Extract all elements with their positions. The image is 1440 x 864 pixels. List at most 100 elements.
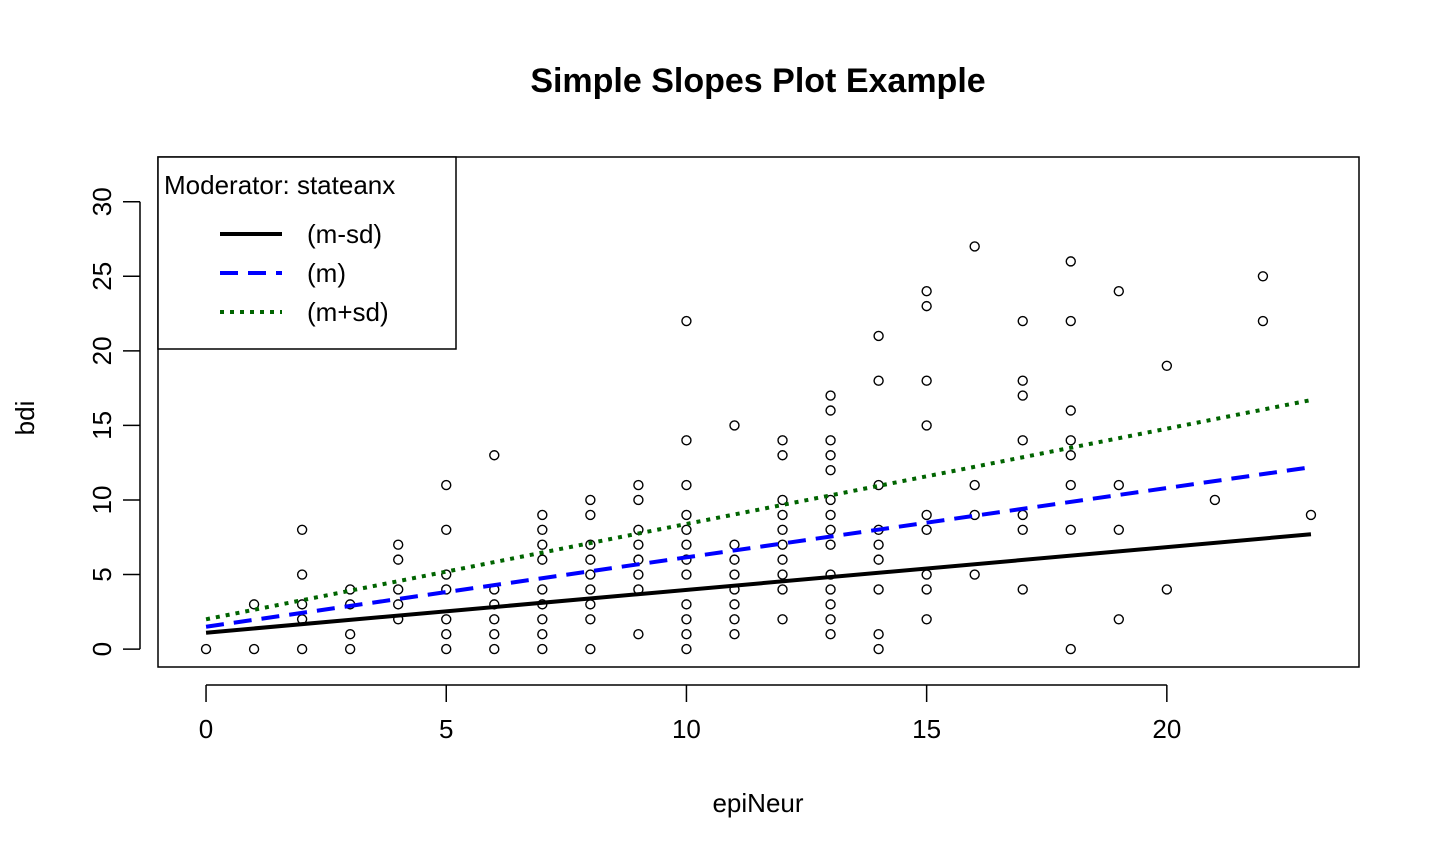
data-point — [537, 554, 548, 565]
data-point — [921, 375, 932, 386]
data-point — [969, 569, 980, 580]
data-point — [825, 539, 836, 550]
data-point — [825, 599, 836, 610]
data-point — [585, 614, 596, 625]
data-point — [1065, 643, 1076, 655]
data-point — [777, 554, 788, 565]
data-point — [825, 494, 836, 506]
data-point — [633, 539, 644, 550]
data-point — [729, 554, 740, 565]
data-point — [200, 643, 212, 655]
y-tick-label: 25 — [87, 262, 117, 291]
data-point — [825, 390, 836, 401]
data-point — [537, 584, 548, 595]
data-point — [585, 494, 596, 506]
data-point — [777, 435, 788, 446]
y-axis-label: bdi — [10, 401, 40, 436]
data-point — [585, 554, 596, 565]
data-point — [681, 628, 692, 640]
data-point — [1113, 479, 1125, 491]
data-point — [681, 643, 692, 655]
y-tick-label: 20 — [87, 336, 117, 365]
data-point — [489, 643, 500, 655]
data-point — [921, 420, 932, 431]
data-point — [441, 569, 452, 580]
data-point — [1065, 450, 1076, 461]
data-point — [921, 509, 932, 521]
data-point — [777, 539, 788, 550]
data-point — [296, 569, 308, 580]
data-point — [441, 628, 452, 640]
data-point — [393, 554, 404, 565]
data-point — [681, 315, 692, 327]
data-point — [1065, 405, 1076, 416]
data-point — [681, 614, 692, 625]
data-point — [729, 569, 740, 580]
data-point — [1305, 509, 1317, 521]
data-point — [921, 524, 932, 536]
y-tick-label: 5 — [87, 567, 117, 581]
data-point — [344, 643, 356, 655]
data-point — [681, 599, 692, 610]
data-point — [1257, 315, 1269, 327]
data-point — [296, 599, 308, 610]
data-point — [777, 584, 788, 595]
data-point — [1017, 524, 1028, 536]
data-point — [441, 643, 452, 655]
data-point — [1065, 256, 1076, 267]
legend-entries: (m-sd) (m) (m+sd) — [220, 219, 389, 327]
data-point — [873, 584, 884, 595]
data-point — [585, 539, 596, 550]
chart-title: Simple Slopes Plot Example — [530, 62, 985, 100]
data-point — [969, 479, 980, 491]
y-axis: 0 5 10 15 20 25 30 — [87, 187, 141, 656]
data-point — [441, 524, 452, 536]
data-point — [921, 584, 932, 595]
data-point — [1161, 360, 1173, 371]
data-point — [729, 420, 740, 431]
data-point — [1017, 435, 1028, 446]
data-point — [489, 450, 500, 461]
data-point — [969, 241, 980, 252]
data-point — [729, 628, 740, 640]
data-point — [296, 643, 308, 655]
data-point — [825, 405, 836, 416]
data-point — [1113, 614, 1125, 625]
slope-line — [205, 398, 1312, 622]
data-point — [825, 435, 836, 446]
data-point — [489, 614, 500, 625]
data-point — [681, 479, 692, 491]
data-point — [1065, 435, 1076, 446]
data-point — [777, 614, 788, 625]
x-tick-label: 10 — [672, 714, 701, 744]
data-point — [681, 509, 692, 521]
legend-box — [157, 156, 457, 350]
data-point — [585, 584, 596, 595]
y-tick-label: 15 — [87, 411, 117, 440]
data-point — [633, 628, 644, 640]
legend-label: (m) — [307, 258, 346, 288]
data-point — [537, 628, 548, 640]
x-tick-label: 5 — [439, 714, 453, 744]
slope-lines — [205, 398, 1312, 635]
data-point — [1257, 271, 1269, 282]
data-point — [873, 554, 884, 565]
data-point — [633, 569, 644, 580]
data-point — [729, 614, 740, 625]
data-point — [1161, 584, 1173, 595]
data-point — [537, 524, 548, 536]
data-point — [537, 509, 548, 521]
legend-title: Moderator: stateanx — [164, 170, 395, 200]
data-point — [633, 479, 644, 491]
data-point — [681, 524, 692, 536]
data-point — [1017, 315, 1028, 327]
data-point — [1017, 584, 1028, 595]
data-point — [441, 614, 452, 625]
legend-label: (m+sd) — [307, 297, 389, 327]
data-point — [585, 569, 596, 580]
y-tick-label: 0 — [87, 642, 117, 656]
data-point — [393, 584, 404, 595]
data-point — [1017, 509, 1028, 521]
data-point — [873, 330, 884, 342]
